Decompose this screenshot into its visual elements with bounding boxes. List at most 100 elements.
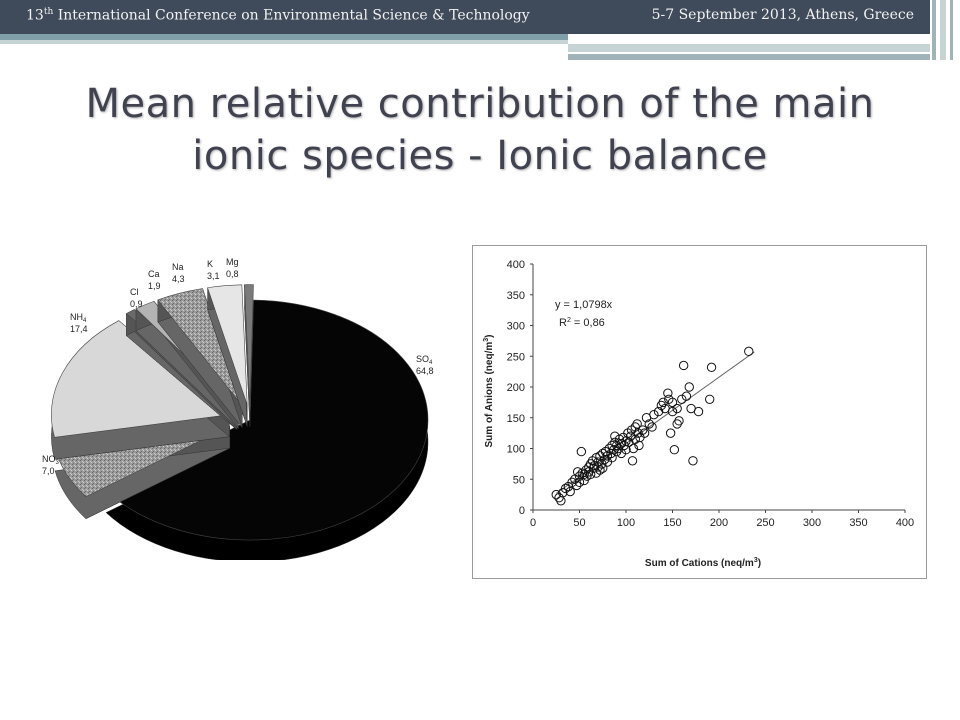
scatter-point [613,443,624,454]
pie-slice-mg [244,284,254,405]
y-tick-label: 250 [507,351,525,363]
x-tick-label: 150 [663,517,681,529]
y-tick-label: 300 [507,321,525,333]
pie-label-ca: Ca [148,269,160,279]
x-tick-label: 400 [896,517,914,529]
scatter-chart-frame: 0 50 100 150 200 250 300 350 400 0 50 100 150 200 250 3… [472,245,927,579]
y-tick-label: 200 [507,382,525,394]
pie-slice-nh4 [51,320,231,438]
scatter-point [585,469,596,480]
header-stripe-right [568,44,930,52]
title-line-2: ionic species - Ionic balance [192,133,768,179]
pie-slice-edge [125,331,238,430]
slide-title: Mean relative contribution of the main i… [20,78,940,182]
scatter-point [677,394,687,405]
x-tick-label: 50 [573,517,585,529]
r-squared-label: R2 = 0,86 [559,317,605,329]
scatter-point [624,437,634,448]
x-tick-label: 200 [710,517,728,529]
scatter-point [565,486,575,497]
scatter-point [551,489,561,500]
pie-label-so: SO4 [416,354,433,366]
scatter-point [669,445,680,455]
y-axis-title: Sum of Anions (neq/m3) [483,335,495,448]
scatter-point [658,397,668,408]
scatter-point [649,409,659,420]
corner-bars-3 [950,0,953,60]
pie-value-na: 4,3 [172,274,185,284]
scatter-point [647,422,657,432]
y-tick-label: 150 [507,413,525,425]
header-stripe-light [0,40,568,44]
y-tick-label: 50 [513,474,525,486]
scatter-point [693,406,704,417]
scatter-point [579,469,589,480]
pie-slice-so4 [105,299,429,541]
title-line-1: Mean relative contribution of the main [85,81,875,127]
y-tick-label: 350 [507,290,525,302]
scatter-point [632,419,642,429]
pie-value-so: 64,8 [416,366,434,376]
scatter-point [607,440,617,451]
scatter-point [627,456,638,466]
corner-bars [932,0,936,60]
x-tick-label: 0 [530,517,536,529]
scatter-point [574,477,585,488]
scatter-point [628,443,639,454]
scatter-point [619,440,629,451]
scatter-point [688,456,698,466]
scatter-point [665,428,676,438]
pie-label-nh: NH4 [70,312,87,324]
scatter-point [638,425,648,435]
scatter-point [560,483,571,494]
scatter-point [576,446,587,457]
scatter-point [653,406,664,417]
pie-value-no: 7,0 [42,466,55,476]
x-tick-label: 100 [617,517,635,529]
header-stripe [0,34,568,40]
y-tick-label: 400 [507,259,525,271]
scatter-point [678,360,689,371]
pie-value-k: 3,1 [207,271,220,281]
conference-date: 5-7 September 2013, Athens, Greece [651,7,914,23]
pie-label-cl: Cl [130,287,139,297]
scatter-point [598,463,608,473]
scatter-point [616,438,627,449]
y-tick-label: 100 [507,444,525,456]
scatter-point [644,419,654,429]
y-tick-label: 0 [519,505,525,517]
scatter-point [663,388,673,398]
scatter-point [667,406,678,417]
scatter-point [672,403,682,414]
scatter-point [684,382,694,392]
pie-label-k: K [207,259,213,269]
x-tick-label: 250 [756,517,774,529]
fit-equation: y = 1,0798x [555,299,613,311]
scatter-point [633,428,643,438]
pie-value-mg: 0,8 [226,269,239,279]
scatter-point [744,346,754,357]
pie-label-na: Na [172,262,184,272]
x-tick-label: 300 [803,517,821,529]
conference-title: 13th International Conference on Environ… [26,7,530,24]
header-bar: 13th International Conference on Environ… [0,0,930,34]
x-tick-label: 350 [849,517,867,529]
pie-label-no: NO3 [42,454,60,466]
x-axis-title: Sum of Cations (neq/m3) [645,557,761,569]
header-stripe-right-2 [568,54,930,60]
pie-slice-k [207,284,248,405]
corner-bars-2 [940,0,946,60]
scatter-point [612,446,622,457]
pie-value-cl: 0,9 [130,299,143,309]
scatter-point [674,416,684,426]
pie-value-ca: 1,9 [148,281,161,291]
scatter-point [567,477,577,488]
scatter-chart: 0 50 100 150 200 250 300 350 400 0 50 100 150 200 250 3… [483,259,914,569]
scatter-point [706,362,717,373]
scatter-point [572,480,582,491]
scatter-point [556,496,566,506]
scatter-point [672,419,682,429]
scatter-point [612,440,622,451]
scatter-point [705,394,715,405]
